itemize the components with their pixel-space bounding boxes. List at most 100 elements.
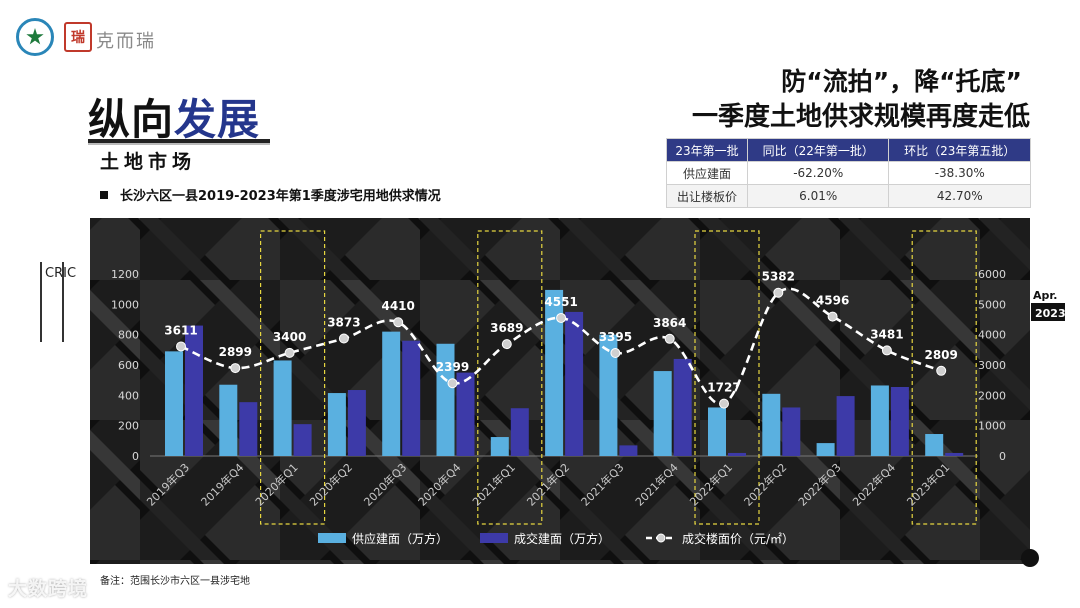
price-data-label: 2399 xyxy=(436,360,469,374)
corner-label-month: Apr. xyxy=(1033,289,1057,302)
y-right-tick-label: 3000 xyxy=(978,359,1006,372)
summary-row: 供应建面 -62.20% -38.30% xyxy=(666,161,1031,185)
price-data-label: 2809 xyxy=(924,348,957,362)
deal-bar xyxy=(890,386,909,456)
price-point xyxy=(501,339,512,350)
summary-cell: 6.01% xyxy=(746,184,890,208)
y-left-tick-label: 1200 xyxy=(111,268,139,281)
supply-bar xyxy=(545,289,564,456)
summary-cell: 出让楼板价 xyxy=(666,184,748,208)
page-title-blue: 发展 xyxy=(174,95,261,144)
deal-bar xyxy=(673,358,692,456)
supply-bar xyxy=(490,437,509,456)
deal-bar xyxy=(293,424,312,456)
supply-bar xyxy=(653,371,672,456)
y-right-tick-label: 4000 xyxy=(978,329,1006,342)
supply-bar xyxy=(327,393,346,456)
y-left-tick-label: 600 xyxy=(118,359,139,372)
price-data-label: 4410 xyxy=(381,299,414,313)
deal-bar xyxy=(836,396,855,456)
highlight-box xyxy=(911,230,977,525)
supply-bar xyxy=(382,331,401,456)
deal-bar xyxy=(782,407,801,456)
price-data-label: 2899 xyxy=(219,345,252,359)
page-title-black: 纵向 xyxy=(88,95,175,144)
supply-bar xyxy=(219,384,238,456)
summary-cell: 42.70% xyxy=(888,184,1031,208)
corner-label-box xyxy=(1031,303,1065,321)
deal-bar xyxy=(728,452,746,456)
footnote: 备注：范围长沙市六区一县涉宅地 xyxy=(100,576,250,587)
supply-bar xyxy=(925,434,944,456)
y-right-tick-label: 1000 xyxy=(978,420,1006,433)
supply-bar xyxy=(762,393,781,456)
y-left-tick-label: 1000 xyxy=(111,298,139,311)
price-point xyxy=(338,333,349,344)
y-left-tick-label: 0 xyxy=(132,450,139,463)
summary-header-cell: 环比（23年第五批） xyxy=(888,138,1031,162)
y-left-tick-label: 800 xyxy=(118,329,139,342)
y-left-tick-label: 200 xyxy=(118,420,139,433)
seal-logo: 瑞 xyxy=(64,22,92,52)
title-divider xyxy=(88,139,270,143)
price-data-label: 5382 xyxy=(762,270,795,284)
legend-price-label: 成交楼面价（元/㎡） xyxy=(682,531,794,546)
watermark: 大数跨境 xyxy=(8,578,89,600)
summary-header-cell: 23年第一批 xyxy=(666,138,748,162)
deal-bar xyxy=(402,340,421,456)
section-subtitle: 土地市场 xyxy=(100,151,197,173)
deal-bar xyxy=(945,452,964,456)
price-data-label: 3611 xyxy=(164,323,197,337)
price-point xyxy=(393,317,404,328)
side-mark-rule xyxy=(40,262,42,342)
price-data-label: 3689 xyxy=(490,321,523,335)
supply-bar xyxy=(273,360,292,456)
bullet-square-icon xyxy=(100,191,108,199)
corner-dot xyxy=(1021,549,1039,567)
y-right-tick-label: 6000 xyxy=(978,268,1006,281)
brand-name: 克而瑞 xyxy=(96,31,156,52)
title-divider-shadow xyxy=(88,143,270,145)
supply-bar xyxy=(816,443,835,456)
price-data-label: 4596 xyxy=(816,294,849,308)
page-title: 纵向发展 xyxy=(88,86,260,147)
price-data-label: 3395 xyxy=(599,330,632,344)
price-point xyxy=(773,287,784,298)
deal-bar xyxy=(510,408,529,456)
price-point xyxy=(230,363,241,374)
summary-header-cell: 同比（22年第一批） xyxy=(746,138,890,162)
price-point xyxy=(556,312,567,323)
y-left-tick-label: 400 xyxy=(118,389,139,402)
y-right-tick-label: 5000 xyxy=(978,298,1006,311)
legend-deal-swatch xyxy=(480,533,508,543)
price-point xyxy=(284,347,295,358)
highlight-box xyxy=(694,230,760,525)
price-data-label: 1727 xyxy=(707,381,740,395)
chart-caption: 长沙六区一县2019-2023年第1季度涉宅用地供求情况 xyxy=(100,185,441,204)
price-line xyxy=(180,287,942,406)
summary-table: 23年第一批 同比（22年第一批） 环比（23年第五批） 供应建面 -62.20… xyxy=(666,138,1031,208)
deal-bar xyxy=(619,445,638,456)
highlight-box xyxy=(260,230,326,525)
summary-header-row: 23年第一批 同比（22年第一批） 环比（23年第五批） xyxy=(666,138,1031,162)
price-point xyxy=(664,333,675,344)
legend-supply-label: 供应建面（万方） xyxy=(352,531,448,546)
legend-price-marker xyxy=(656,533,666,543)
price-data-label: 3873 xyxy=(327,316,360,330)
headline-line-1: 防“流拍”，降“托底” xyxy=(781,67,1022,96)
supply-bar xyxy=(599,334,618,456)
price-point xyxy=(176,341,186,352)
legend-supply-swatch xyxy=(318,533,346,543)
price-data-label: 3864 xyxy=(653,316,686,330)
price-point xyxy=(936,365,947,376)
supply-bar xyxy=(436,343,455,456)
company-logo xyxy=(16,18,54,56)
supply-bar xyxy=(708,407,726,456)
highlight-box xyxy=(477,230,543,525)
price-point xyxy=(881,345,892,356)
deal-bar xyxy=(565,311,584,456)
summary-cell: -62.20% xyxy=(746,161,890,185)
deal-bar xyxy=(239,402,258,456)
supply-bar xyxy=(165,351,183,456)
summary-row: 出让楼板价 6.01% 42.70% xyxy=(666,184,1031,208)
